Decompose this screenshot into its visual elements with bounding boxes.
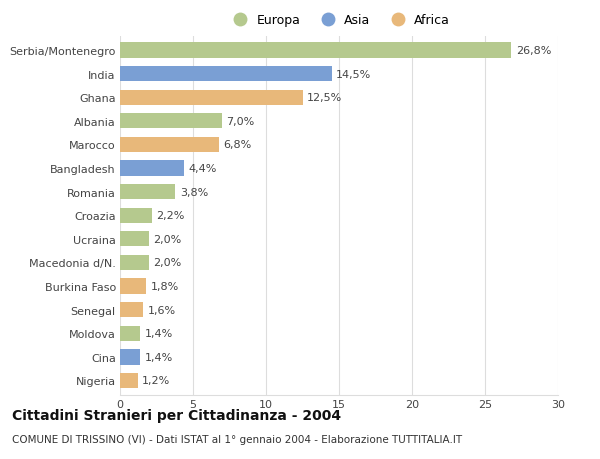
Text: 1,2%: 1,2% (142, 375, 170, 386)
Bar (120, 161, 184, 176)
Text: 12,5%: 12,5% (307, 93, 342, 103)
Text: 4,4%: 4,4% (188, 163, 217, 174)
Text: 2,2%: 2,2% (157, 211, 185, 221)
Text: 2,0%: 2,0% (154, 258, 182, 268)
Text: 1,4%: 1,4% (145, 352, 173, 362)
Bar (120, 43, 511, 58)
Text: 7,0%: 7,0% (227, 117, 255, 127)
Bar (120, 137, 219, 153)
Bar (120, 302, 143, 318)
Bar (120, 373, 137, 388)
Bar (120, 208, 152, 224)
Text: 1,6%: 1,6% (148, 305, 176, 315)
Bar (120, 67, 332, 82)
Text: 1,8%: 1,8% (151, 281, 179, 291)
Bar (120, 185, 175, 200)
Text: COMUNE DI TRISSINO (VI) - Dati ISTAT al 1° gennaio 2004 - Elaborazione TUTTITALI: COMUNE DI TRISSINO (VI) - Dati ISTAT al … (12, 434, 462, 444)
Bar (120, 349, 140, 365)
Text: 2,0%: 2,0% (154, 234, 182, 244)
Text: Cittadini Stranieri per Cittadinanza - 2004: Cittadini Stranieri per Cittadinanza - 2… (12, 409, 341, 422)
Text: 6,8%: 6,8% (224, 140, 252, 150)
Text: 1,4%: 1,4% (145, 329, 173, 338)
Bar (120, 114, 222, 129)
Bar (120, 90, 302, 106)
Bar (120, 255, 149, 270)
Bar (120, 326, 140, 341)
Legend: Europa, Asia, Africa: Europa, Asia, Africa (228, 14, 450, 27)
Text: 14,5%: 14,5% (336, 69, 371, 79)
Bar (120, 279, 146, 294)
Text: 3,8%: 3,8% (180, 187, 208, 197)
Bar (120, 232, 149, 247)
Text: 26,8%: 26,8% (515, 46, 551, 56)
